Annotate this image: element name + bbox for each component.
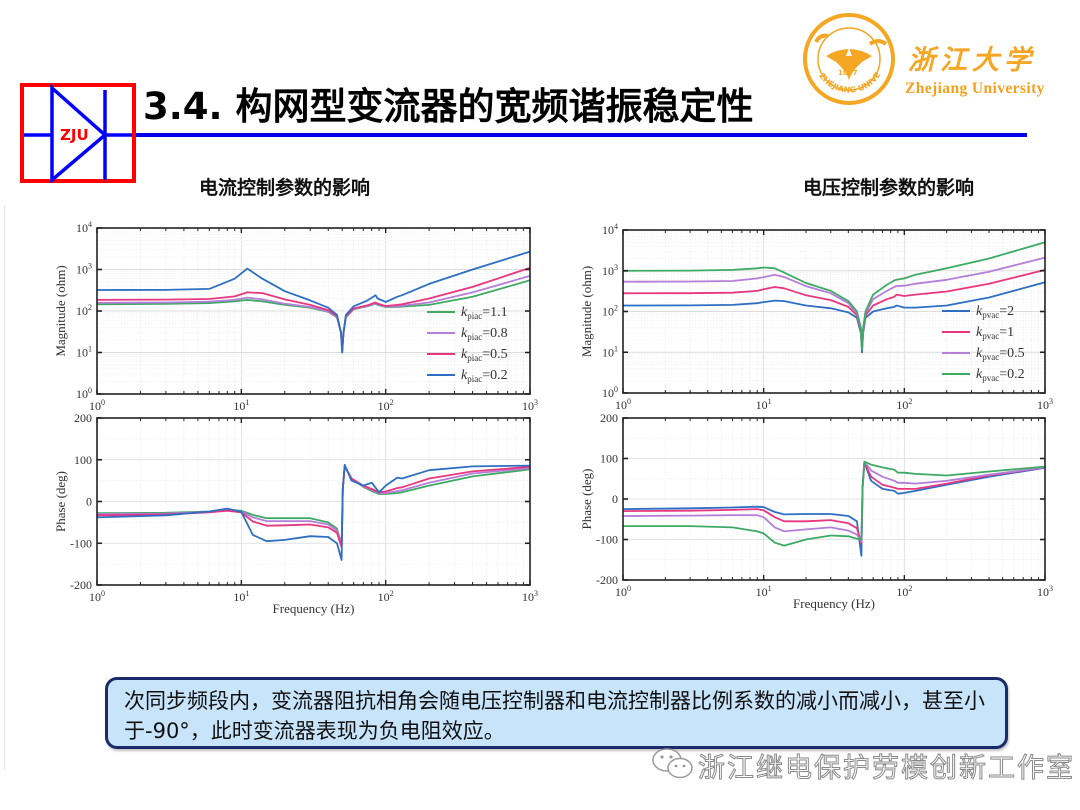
y-axis-label: Phase (deg)	[53, 471, 68, 532]
x-tick-label: 103	[1037, 397, 1053, 412]
x-tick-label: 102	[378, 589, 394, 604]
x-tick-label: 101	[233, 398, 249, 413]
y-tick-label: 101	[602, 344, 618, 359]
series-kpiac=1.1	[96, 465, 531, 547]
conclusion-callout: 次同步频段内，变流器阻抗相角会随电压控制器和电流控制器比例系数的减小而减小，甚至…	[105, 677, 1008, 749]
y-tick-label: 200	[74, 411, 92, 425]
y-tick-label: 101	[76, 345, 92, 360]
x-tick-label: 102	[378, 398, 394, 413]
series-kpvac=0.2	[622, 241, 1046, 350]
title-underline	[136, 133, 1027, 137]
series-kpiac=0.2	[96, 250, 531, 354]
y-tick-label: 104	[602, 222, 618, 237]
legend-entry: kpiac=0.2	[461, 368, 508, 384]
legend-entry: kpvac=1	[976, 325, 1014, 341]
y-tick-label: -100	[596, 533, 618, 547]
x-tick-label: 100	[615, 584, 631, 599]
y-tick-label: 103	[76, 262, 92, 277]
right-phase-plot: -200 -100 0 100 200 100 101 102 103 Phase (deg) Fr…	[579, 411, 1053, 611]
y-tick-label: 102	[602, 304, 618, 319]
y-axis-label: Phase (deg)	[579, 468, 594, 529]
x-tick-label: 102	[896, 584, 912, 599]
y-tick-label: 102	[76, 303, 92, 318]
y-tick-label: -200	[70, 578, 92, 592]
y-tick-label: 104	[76, 220, 92, 235]
series-kpiac=0.2	[96, 463, 531, 561]
logo-text: ZJU	[60, 126, 89, 144]
x-tick-label: 103	[1037, 584, 1053, 599]
y-tick-label: 103	[602, 263, 618, 278]
y-axis-label: Magnitude (ohm)	[579, 266, 594, 357]
y-tick-label: 200	[600, 411, 618, 425]
series-kpvac=0.2	[623, 460, 1046, 547]
x-axis-label: Frequency (Hz)	[793, 596, 875, 611]
legend-entry: kpvac=0.2	[976, 367, 1025, 383]
legend: kpvac=2 kpvac=1 kpvac=0.5 kpvac=0.2	[942, 304, 1025, 383]
x-tick-label: 102	[896, 397, 912, 412]
wechat-icon	[652, 748, 693, 779]
emblem-year: 1897	[838, 69, 858, 77]
university-emblem-icon: 1897 ZHEJIANG UNIVERSITY	[802, 12, 895, 105]
y-tick-label: 0	[612, 492, 618, 506]
x-tick-label: 103	[522, 398, 538, 413]
x-tick-label: 100	[615, 397, 631, 412]
university-name-en: Zhejiang University	[905, 80, 1045, 97]
legend-entry: kpvac=2	[976, 304, 1014, 320]
y-tick-label: 0	[86, 495, 92, 509]
left-phase-plot: -200 -100 0 100 200 100 101 102 103 Phase (deg) Fr…	[53, 411, 538, 616]
series-kpvac=2	[622, 461, 1046, 557]
x-tick-label: 101	[756, 397, 772, 412]
y-tick-label: 100	[600, 452, 618, 466]
x-axis-label: Frequency (Hz)	[273, 601, 355, 616]
x-tick-label: 103	[522, 589, 538, 604]
x-tick-label: 100	[89, 589, 105, 604]
zju-diode-logo-icon: ZJU	[20, 83, 136, 183]
series-kpvac=0.5	[622, 460, 1046, 543]
y-tick-label: -200	[596, 573, 618, 587]
left-edge-rule	[4, 205, 5, 770]
y-tick-label: 100	[74, 453, 92, 467]
watermark-text: 浙江继电保护劳模创新工作室	[698, 753, 1075, 785]
legend-entry: kpiac=0.5	[461, 347, 508, 363]
legend-entry: kpiac=0.8	[461, 326, 508, 342]
university-name-cn: 浙江大学	[908, 45, 1036, 76]
x-tick-label: 101	[233, 589, 249, 604]
x-tick-label: 101	[756, 584, 772, 599]
legend-entry: kpiac=1.1	[461, 305, 508, 321]
series-kpvac=1	[622, 461, 1046, 545]
legend-entry: kpvac=0.5	[976, 346, 1025, 362]
left-panel-subtitle: 电流控制参数的影响	[199, 177, 371, 199]
right-panel-subtitle: 电压控制参数的影响	[803, 177, 975, 199]
y-tick-label: -100	[70, 536, 92, 550]
y-axis-label: Magnitude (ohm)	[53, 265, 68, 356]
conclusion-text: 次同步频段内，变流器阻抗相角会随电压控制器和电流控制器比例系数的减小而减小，甚至…	[124, 689, 985, 743]
legend: kpiac=1.1 kpiac=0.8 kpiac=0.5 kpiac=0.2	[427, 305, 508, 384]
page-title: 3.4. 构网型变流器的宽频谐振稳定性	[143, 85, 754, 128]
